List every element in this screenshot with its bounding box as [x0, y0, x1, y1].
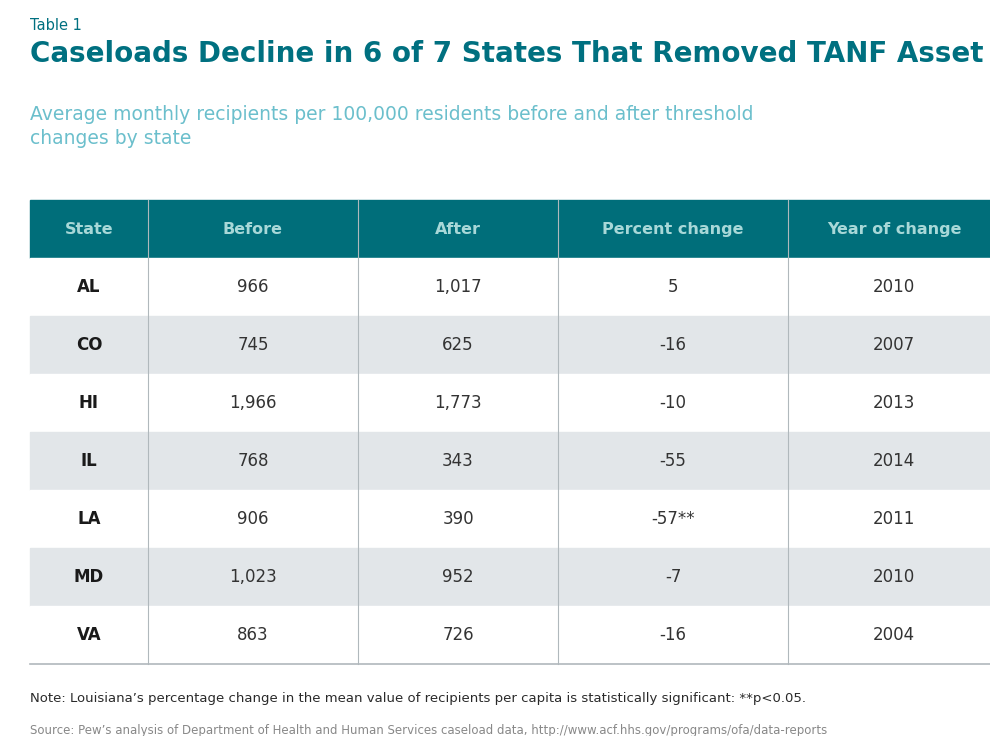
Text: State: State [64, 222, 113, 236]
Text: Percent change: Percent change [602, 222, 743, 236]
Text: HI: HI [79, 394, 99, 412]
Text: 1,017: 1,017 [435, 278, 482, 296]
Text: 2004: 2004 [873, 626, 915, 644]
Text: LA: LA [77, 510, 101, 528]
Text: 1,023: 1,023 [229, 568, 277, 586]
Text: AL: AL [77, 278, 101, 296]
Text: 952: 952 [443, 568, 474, 586]
Text: 745: 745 [238, 336, 268, 354]
Text: -55: -55 [659, 452, 686, 470]
Text: -16: -16 [659, 626, 686, 644]
Text: VA: VA [76, 626, 101, 644]
Text: 726: 726 [443, 626, 474, 644]
Text: -10: -10 [659, 394, 686, 412]
Text: 768: 768 [238, 452, 268, 470]
Text: Note: Louisiana’s percentage change in the mean value of recipients per capita i: Note: Louisiana’s percentage change in t… [30, 692, 806, 705]
Text: 863: 863 [238, 626, 269, 644]
Text: -7: -7 [665, 568, 681, 586]
Text: 2013: 2013 [873, 394, 915, 412]
Text: MD: MD [74, 568, 104, 586]
Text: Average monthly recipients per 100,000 residents before and after threshold
chan: Average monthly recipients per 100,000 r… [30, 105, 753, 148]
Text: 2011: 2011 [873, 510, 915, 528]
Text: Caseloads Decline in 6 of 7 States That Removed TANF Asset Limits: Caseloads Decline in 6 of 7 States That … [30, 40, 990, 68]
Text: Year of change: Year of change [827, 222, 961, 236]
Text: 390: 390 [443, 510, 474, 528]
Text: 5: 5 [667, 278, 678, 296]
Text: 625: 625 [443, 336, 474, 354]
Text: 1,773: 1,773 [435, 394, 482, 412]
Text: 1,966: 1,966 [230, 394, 277, 412]
Text: 906: 906 [238, 510, 268, 528]
Text: -57**: -57** [651, 510, 695, 528]
Text: IL: IL [80, 452, 97, 470]
Text: CO: CO [76, 336, 102, 354]
Text: 343: 343 [443, 452, 474, 470]
Text: Table 1: Table 1 [30, 18, 82, 33]
Text: Source: Pew’s analysis of Department of Health and Human Services caseload data,: Source: Pew’s analysis of Department of … [30, 724, 828, 736]
Text: 2010: 2010 [873, 568, 915, 586]
Text: 2014: 2014 [873, 452, 915, 470]
Text: -16: -16 [659, 336, 686, 354]
Text: Before: Before [223, 222, 283, 236]
Text: 2010: 2010 [873, 278, 915, 296]
Text: 966: 966 [238, 278, 268, 296]
Text: After: After [435, 222, 481, 236]
Text: 2007: 2007 [873, 336, 915, 354]
